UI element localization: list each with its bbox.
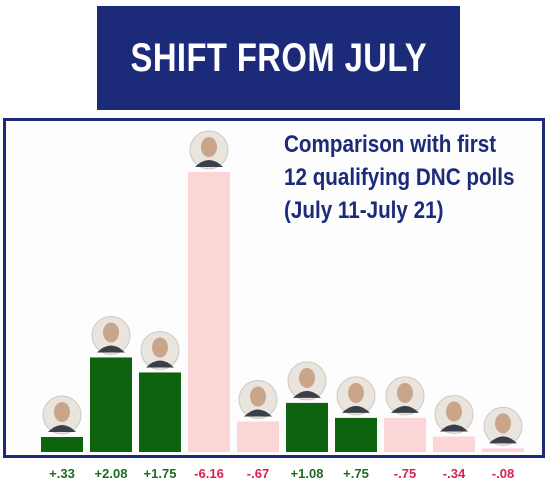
annotation-line-1: Comparison with first bbox=[284, 131, 497, 158]
value-label-7: +.75 bbox=[343, 466, 369, 481]
bar-6 bbox=[286, 402, 328, 452]
value-label-2: +2.08 bbox=[95, 466, 128, 481]
bar-10 bbox=[482, 448, 524, 452]
bar-1 bbox=[41, 437, 83, 452]
value-label-8: -.75 bbox=[394, 466, 416, 481]
bar-8 bbox=[384, 417, 426, 452]
candidate-photo-icon bbox=[238, 380, 278, 420]
candidate-photo-icon bbox=[434, 395, 474, 435]
candidate-photo-icon bbox=[91, 315, 131, 355]
candidate-photo-icon bbox=[140, 330, 180, 370]
bar-7 bbox=[335, 417, 377, 452]
value-label-9: -.34 bbox=[443, 466, 466, 481]
annotation-line-2: 12 qualifying DNC polls bbox=[284, 164, 515, 191]
candidate-photo-icon bbox=[385, 376, 425, 416]
title-banner: SHIFT FROM JULY bbox=[97, 6, 460, 110]
value-label-5: -.67 bbox=[247, 466, 269, 481]
chart-annotation: Comparison with first 12 qualifying DNC … bbox=[284, 128, 544, 227]
bar-3 bbox=[139, 372, 181, 452]
value-label-4: -6.16 bbox=[194, 466, 224, 481]
candidate-photo-icon bbox=[287, 361, 327, 401]
value-label-3: +1.75 bbox=[144, 466, 177, 481]
bar-4 bbox=[188, 172, 230, 452]
candidate-photo-icon bbox=[336, 376, 376, 416]
bar-2 bbox=[90, 357, 132, 452]
bar-9 bbox=[433, 436, 475, 452]
value-label-1: +.33 bbox=[49, 466, 75, 481]
value-label-6: +1.08 bbox=[291, 466, 324, 481]
candidate-photo-icon bbox=[483, 406, 523, 446]
chart-title: SHIFT FROM JULY bbox=[130, 35, 427, 80]
candidate-photo-icon bbox=[189, 130, 229, 170]
annotation-line-3: (July 11-July 21) bbox=[284, 197, 444, 224]
bar-5 bbox=[237, 421, 279, 452]
candidate-photo-icon bbox=[42, 395, 82, 435]
value-label-10: -.08 bbox=[492, 466, 514, 481]
